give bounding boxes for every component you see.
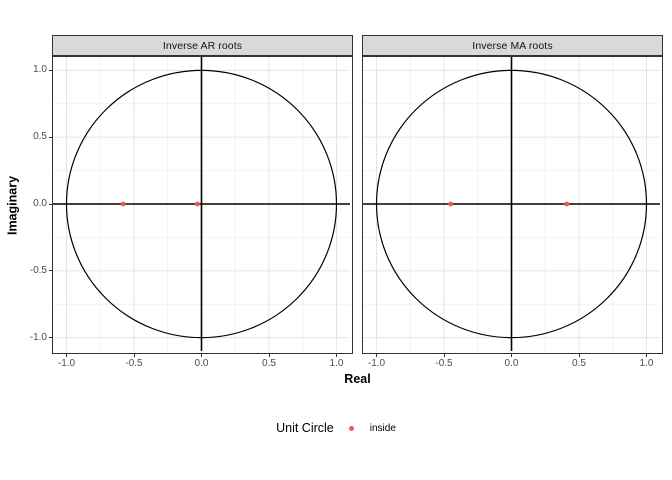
panel-ma-roots-plot: [363, 57, 660, 351]
y-tick-label: 1.0: [33, 64, 47, 76]
y-tick-mark: [49, 270, 52, 272]
y-tick-mark: [49, 337, 52, 339]
root-point: [564, 201, 570, 207]
y-tick-label: -0.5: [29, 264, 47, 276]
x-tick-mark: [66, 354, 67, 357]
x-tick-label: 0.5: [572, 358, 586, 369]
x-tick-mark: [336, 354, 337, 357]
x-tick-label: 0.0: [504, 358, 519, 369]
facet-strip-ma: Inverse MA roots: [362, 35, 663, 56]
x-tick-mark: [443, 354, 445, 357]
y-axis-title: Imaginary: [5, 175, 20, 236]
panel-ma-roots: [362, 56, 663, 354]
y-tick-mark: [49, 69, 52, 71]
panel-ar-roots: [52, 56, 353, 354]
x-tick-mark: [646, 354, 647, 357]
x-tick-mark: [578, 354, 580, 357]
legend-key-inside: inside: [348, 422, 396, 434]
x-tick-mark: [201, 354, 202, 357]
x-tick-mark: [376, 354, 377, 357]
y-tick-mark: [49, 203, 52, 205]
facet-strip-ma-title: Inverse MA roots: [472, 39, 553, 52]
x-axis-title: Real: [344, 372, 371, 386]
root-point: [120, 201, 126, 207]
x-tick-label: 1.0: [639, 358, 654, 369]
root-point: [195, 201, 200, 207]
facet-strip-ar: Inverse AR roots: [52, 35, 353, 56]
legend-label-inside: inside: [369, 422, 396, 434]
unit-circle: [65, 69, 338, 339]
legend-title: Unit Circle: [276, 421, 334, 435]
unit-circle: [375, 69, 648, 339]
x-tick-label: -0.5: [435, 358, 453, 369]
x-tick-label: 1.0: [329, 358, 344, 369]
x-tick-label: 0.0: [194, 358, 209, 369]
x-tick-mark: [133, 354, 135, 357]
x-tick-label: -1.0: [57, 358, 76, 369]
panel-ar-roots-plot: [53, 57, 350, 351]
x-tick-label: -0.5: [125, 358, 143, 369]
x-tick-mark: [511, 354, 512, 357]
x-tick-mark: [268, 354, 270, 357]
root-point: [448, 201, 454, 207]
legend-point-icon: [348, 425, 354, 431]
x-tick-label: -1.0: [367, 358, 386, 369]
x-tick-label: 0.5: [262, 358, 276, 369]
facet-strip-ar-title: Inverse AR roots: [162, 39, 243, 52]
legend: Unit Circle inside: [0, 419, 672, 437]
y-tick-mark: [49, 136, 52, 138]
y-tick-label: 0.5: [33, 131, 47, 143]
y-tick-label: 0.0: [33, 198, 47, 209]
y-tick-label: -1.0: [29, 331, 47, 343]
